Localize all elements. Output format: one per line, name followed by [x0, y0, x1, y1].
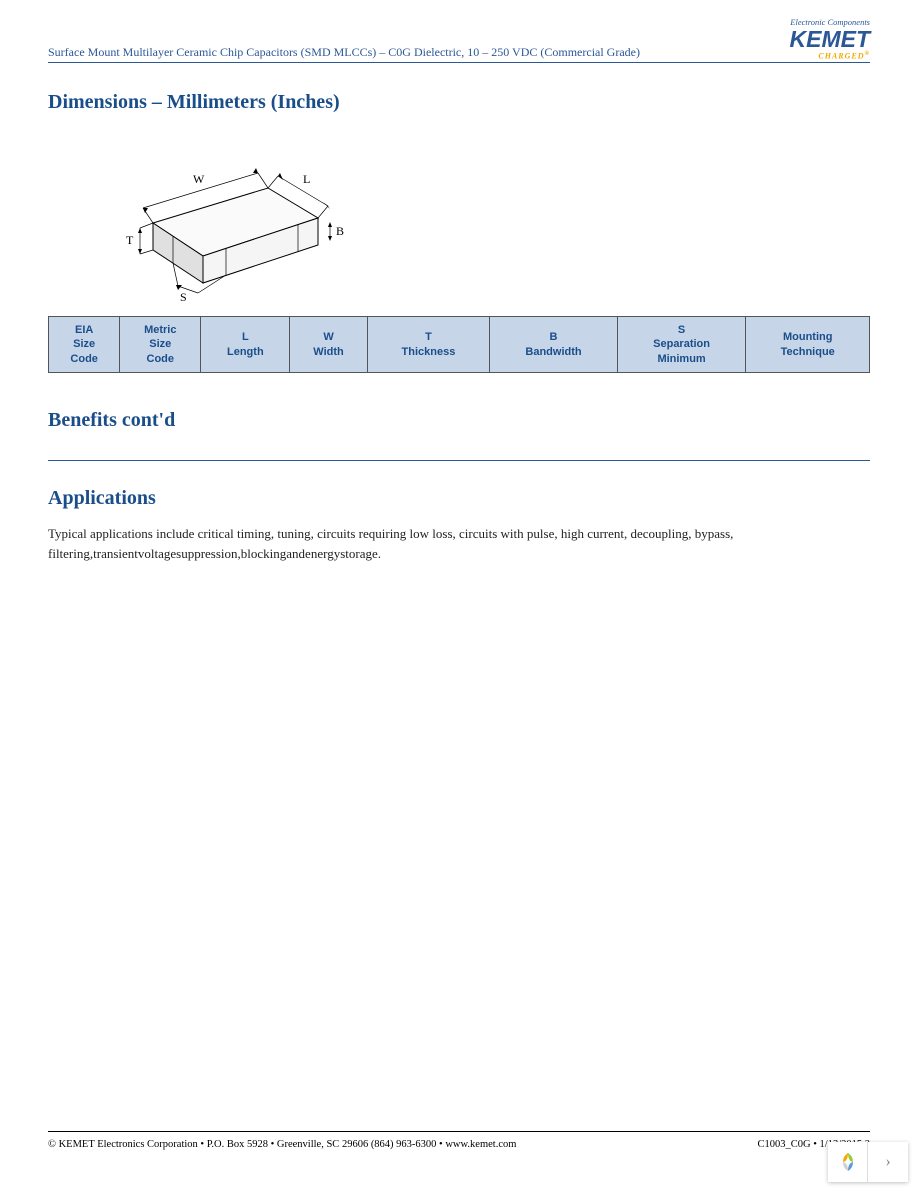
leaf-icon[interactable] — [828, 1142, 868, 1182]
svg-text:W: W — [193, 172, 205, 186]
page-footer: © KEMET Electronics Corporation • P.O. B… — [48, 1139, 870, 1150]
applications-text: Typical applications include critical ti… — [48, 524, 870, 563]
column-header: MetricSizeCode — [120, 317, 201, 373]
column-header: WWidth — [290, 317, 367, 373]
svg-text:L: L — [303, 172, 310, 186]
floating-nav[interactable]: › — [828, 1142, 908, 1182]
logo-subtext: CHARGED® — [790, 51, 871, 61]
table-header: EIASizeCodeMetricSizeCodeLLengthWWidthTT… — [49, 317, 870, 373]
column-header: TThickness — [367, 317, 490, 373]
page-header: Surface Mount Multilayer Ceramic Chip Ca… — [48, 18, 870, 60]
chip-diagram: W L T B S — [98, 128, 870, 308]
logo-name: KEMET — [790, 28, 871, 51]
column-header: SSeparationMinimum — [617, 317, 746, 373]
benefits-heading: Benefits cont'd — [48, 409, 870, 432]
svg-text:T: T — [126, 233, 134, 247]
document-title: Surface Mount Multilayer Ceramic Chip Ca… — [48, 45, 640, 60]
column-header: MountingTechnique — [746, 317, 870, 373]
dimensions-table: EIASizeCodeMetricSizeCodeLLengthWWidthTT… — [48, 316, 870, 373]
header-rule — [48, 62, 870, 63]
datasheet-page: Surface Mount Multilayer Ceramic Chip Ca… — [0, 0, 918, 1188]
kemet-logo: Electronic Components KEMET CHARGED® — [790, 18, 871, 60]
footer-left: © KEMET Electronics Corporation • P.O. B… — [48, 1139, 516, 1150]
chevron-right-icon[interactable]: › — [868, 1142, 908, 1182]
column-header: LLength — [201, 317, 290, 373]
column-header: BBandwidth — [490, 317, 617, 373]
section-rule-1 — [48, 460, 870, 461]
column-header: EIASizeCode — [49, 317, 120, 373]
dimensions-heading: Dimensions – Millimeters (Inches) — [48, 91, 870, 114]
footer-rule — [48, 1131, 870, 1132]
svg-text:S: S — [180, 290, 187, 303]
applications-heading: Applications — [48, 487, 870, 510]
svg-text:B: B — [336, 224, 344, 238]
